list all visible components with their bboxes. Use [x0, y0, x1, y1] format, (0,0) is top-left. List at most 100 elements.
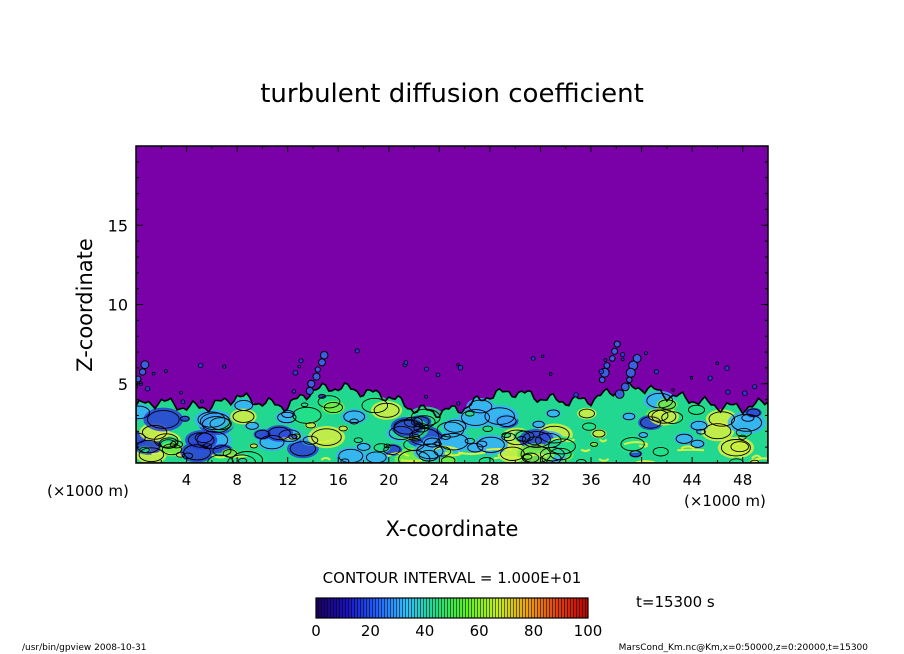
turbulence-contour: [202, 443, 213, 450]
turbulence-contour: [582, 422, 597, 431]
turbulence-contour: [690, 420, 708, 431]
plume-cell: [318, 358, 326, 367]
y-tick-label: 15: [108, 216, 128, 235]
time-label: t=15300 s: [636, 593, 715, 611]
turbulence-contour: [209, 417, 232, 431]
turbulence-contour: [461, 409, 490, 426]
turbulence-contour: [300, 402, 309, 408]
turbulence-contour: [575, 459, 587, 463]
turbulence-contour: [222, 449, 237, 458]
turbulence-contour: [281, 410, 295, 419]
turbulence-contour: [468, 399, 493, 414]
x-tick-label: 24: [430, 471, 449, 489]
turbulence-contour: [438, 433, 469, 451]
turbulence-contour: [161, 443, 182, 456]
footer-left: /usr/bin/gpview 2008-10-31: [22, 643, 146, 653]
high-value-streak: [320, 456, 331, 461]
turbulence-contour: [136, 405, 151, 420]
high-value-streak: [736, 441, 746, 445]
turbulence-contour: [249, 443, 258, 449]
isolated-eddy: [671, 388, 675, 392]
turbulence-contour: [317, 395, 341, 409]
isolated-eddy: [354, 348, 360, 354]
turbulence-contour: [288, 434, 298, 440]
turbulence-contour: [340, 458, 350, 463]
turbulence-contour: [720, 439, 751, 457]
colorbar-frame: [315, 597, 589, 619]
isolated-eddy: [724, 365, 730, 371]
high-value-streak: [636, 460, 655, 463]
footer-right: MarsCond_Km.nc@Km,x=0:50000,z=0:20000,t=…: [619, 643, 869, 653]
y-axis-label: Z-coordinate: [73, 238, 97, 372]
x-tick-label: 12: [278, 471, 297, 489]
isolated-eddy: [198, 362, 204, 369]
turbulence-contour: [383, 443, 391, 449]
boundary-layer-top-contour: [136, 381, 768, 463]
x-tick-label: 40: [632, 471, 651, 489]
turbulence-contour: [690, 439, 705, 448]
turbulence-cell: [689, 419, 709, 432]
plume-cell: [625, 367, 636, 378]
turbulence-contour: [440, 456, 456, 463]
turbulence-contour: [478, 457, 495, 463]
isolated-eddy: [752, 384, 758, 390]
isolated-eddy: [179, 390, 183, 395]
isolated-eddy: [644, 351, 648, 355]
turbulence-contour: [353, 437, 363, 444]
turbulence-cell: [577, 407, 597, 420]
turbulence-cell: [477, 456, 496, 463]
isolated-eddy: [424, 366, 429, 372]
turbulence-cell: [618, 435, 648, 454]
isolated-eddy: [456, 401, 461, 406]
turbulence-contour: [182, 452, 194, 460]
plume-cell: [319, 350, 329, 360]
turbulence-cell: [341, 408, 368, 425]
y-tick-label: 10: [108, 296, 128, 315]
x-tick-label: 16: [329, 471, 348, 489]
turbulence-contour: [515, 430, 535, 442]
plume-cell: [307, 379, 316, 388]
turbulence-contour: [403, 416, 423, 428]
turbulence-contour: [590, 441, 599, 447]
turbulence-cell: [651, 446, 671, 458]
turbulence-cell: [390, 417, 424, 437]
turbulence-contour: [651, 409, 677, 424]
turbulence-contour: [464, 437, 475, 445]
turbulence-contour: [201, 416, 231, 433]
plume-cell: [136, 375, 142, 383]
turbulence-contour: [373, 443, 389, 453]
turbulence-cell: [481, 425, 494, 433]
isolated-eddy: [403, 360, 409, 365]
turbulence-contour: [708, 411, 736, 427]
turbulence-contour: [291, 433, 302, 440]
high-value-streak: [400, 459, 423, 462]
isolated-eddy: [297, 364, 301, 369]
turbulence-contour: [289, 441, 317, 457]
turbulence-cell: [289, 404, 325, 426]
turbulence-contour: [136, 439, 160, 454]
turbulence-contour: [696, 428, 706, 435]
high-value-streak: [563, 438, 576, 442]
high-value-streak: [598, 438, 608, 443]
turbulence-contour: [187, 432, 215, 448]
turbulence-contour: [302, 435, 319, 445]
turbulence-contour: [482, 425, 493, 432]
turbulence-contour: [212, 445, 232, 457]
x-tick-label: 20: [379, 471, 398, 489]
turbulence-contour: [444, 419, 467, 433]
isolated-eddy: [180, 399, 186, 404]
turbulence-contour: [267, 426, 291, 441]
isolated-eddy: [530, 356, 536, 361]
plume-cell: [127, 390, 133, 396]
turbulence-contour: [323, 401, 343, 414]
turbulence-contour: [532, 420, 545, 429]
isolated-eddy: [151, 371, 156, 376]
turbulence-contour: [277, 411, 297, 424]
x-tick-label: 32: [531, 471, 550, 489]
turbulence-contour: [175, 451, 186, 458]
high-value-streak: [151, 452, 173, 456]
turbulence-contour: [197, 411, 226, 428]
high-value-streak: [551, 437, 564, 442]
turbulence-contour: [232, 410, 255, 423]
